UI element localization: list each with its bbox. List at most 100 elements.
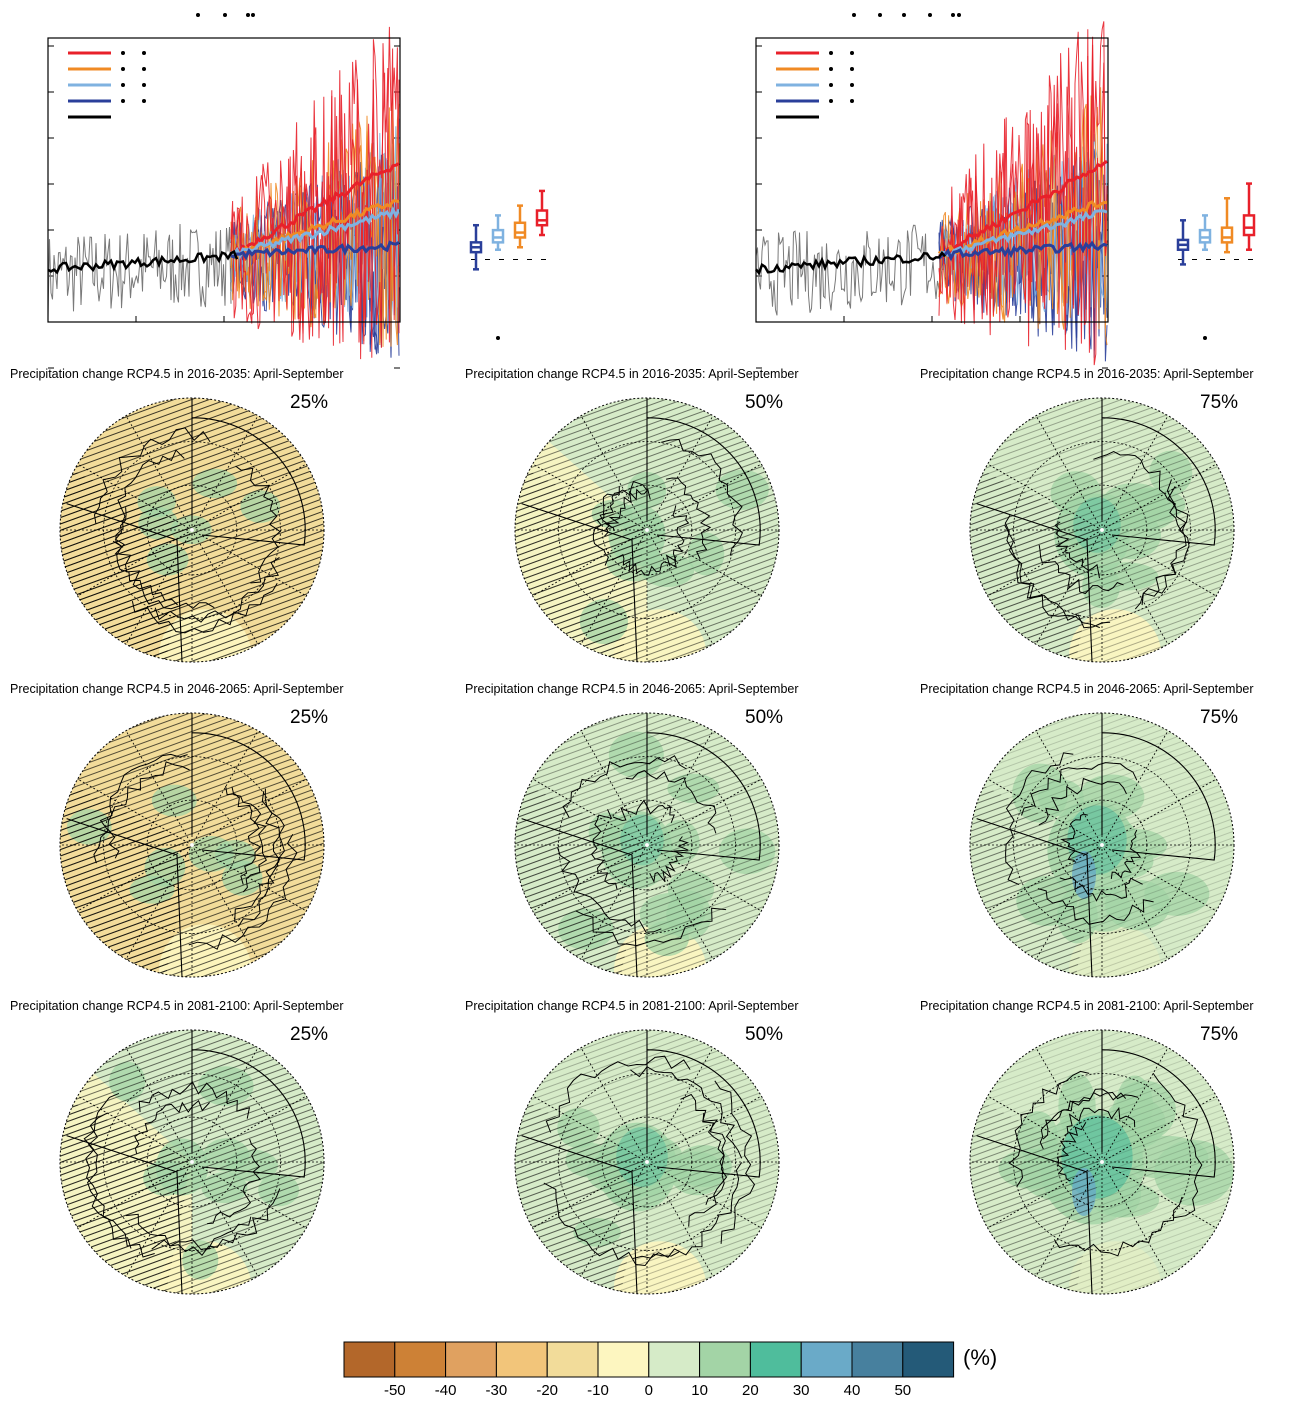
meridian-line (125, 1161, 193, 1277)
percentile-label: 75% (1200, 707, 1239, 728)
map-border (514, 712, 780, 978)
legend-marker (850, 67, 854, 71)
coastline (665, 505, 690, 567)
coastline (562, 755, 687, 818)
region-outline (66, 1030, 306, 1294)
coastline (225, 785, 262, 885)
region-outline (521, 713, 761, 977)
meridian-line (646, 844, 714, 960)
coastline (1110, 829, 1142, 879)
coastline (114, 507, 178, 606)
coastline (1038, 777, 1127, 826)
meridian-line (532, 463, 648, 531)
coastline (666, 477, 712, 560)
region-outline (521, 1030, 761, 1294)
polar-map (969, 1029, 1235, 1295)
north-pole-marker (1100, 843, 1104, 847)
meridian-line (1035, 844, 1103, 960)
map-title: Precipitation change RCP4.5 in 2046-2065… (10, 682, 344, 696)
meridian-line (1035, 1161, 1103, 1277)
meridian-line (77, 1161, 193, 1229)
coastline (625, 770, 717, 834)
meridian-line (191, 1047, 259, 1163)
boxplot-marker (496, 336, 500, 340)
historical-mean-line (755, 250, 946, 276)
historical-mean-line (47, 249, 239, 275)
meridian-line (77, 529, 193, 597)
plot-frame (755, 37, 1109, 323)
coastline (1008, 1070, 1090, 1187)
historical-ensemble-line (755, 224, 940, 316)
scenario-mean-line (937, 209, 1108, 259)
map-border (514, 397, 780, 663)
north-pole-marker (1100, 528, 1104, 532)
meridian-line (77, 844, 193, 912)
meridian-line (191, 463, 307, 531)
meridian-line (580, 1047, 648, 1163)
coastline (1059, 877, 1143, 902)
coastline (235, 465, 281, 584)
title-marker (196, 13, 200, 17)
coastline (93, 427, 211, 524)
meridian-line (191, 844, 259, 960)
coastline (231, 786, 267, 893)
region-outline (66, 398, 306, 662)
meridian-line (1035, 529, 1103, 645)
polar-map (969, 397, 1235, 663)
percentile-label: 25% (290, 1024, 329, 1045)
coastline (131, 583, 278, 634)
boxplot-box (535, 209, 549, 227)
meridian-line (580, 529, 648, 645)
percentile-label: 25% (290, 707, 329, 728)
meridian-line (191, 1095, 307, 1163)
coastline (1039, 1088, 1127, 1150)
meridian-line (987, 1161, 1103, 1229)
meridian-line (646, 1047, 714, 1163)
meridian-line (1101, 529, 1217, 597)
colorbar-swatch (749, 1341, 802, 1378)
map-border (969, 712, 1235, 978)
coastline (1141, 479, 1190, 606)
polar-map (969, 712, 1235, 978)
title-marker (223, 13, 227, 17)
map-border (514, 1029, 780, 1295)
meridian-line (1101, 1161, 1217, 1229)
coastline (1134, 486, 1187, 610)
boxplot-marker (1203, 336, 1207, 340)
colorbar-swatch (495, 1341, 548, 1378)
region-outline (976, 1030, 1216, 1294)
colorbar-tick-label: 40 (843, 1382, 861, 1399)
map-border (59, 1029, 325, 1295)
legend-marker (829, 51, 833, 55)
meridian-line (646, 730, 714, 846)
map-border (969, 397, 1235, 663)
meridian-line (77, 778, 193, 846)
meridian-line (1101, 1047, 1169, 1163)
meridian-line (646, 778, 762, 846)
legend-marker (121, 83, 125, 87)
meridian-line (1101, 463, 1217, 531)
coastline (1093, 450, 1182, 532)
scenario-ensemble-line (230, 26, 400, 360)
colorbar-swatch (445, 1341, 497, 1378)
colorbar-tick-label: -20 (536, 1382, 559, 1399)
meridian-line (1101, 1161, 1169, 1277)
meridian-line (580, 1161, 648, 1277)
colorbar-swatch (699, 1341, 751, 1378)
legend-marker (829, 67, 833, 71)
coastline (93, 753, 188, 864)
coastline (1037, 888, 1154, 925)
north-pole-marker (645, 843, 649, 847)
coastline (112, 540, 215, 610)
legend-marker (121, 99, 125, 103)
title-marker (246, 13, 250, 17)
coastline (125, 1213, 252, 1250)
coastline (1064, 1106, 1136, 1136)
colorbar-swatch (394, 1341, 447, 1378)
colorbar-tick-label: -10 (587, 1382, 609, 1399)
legend-marker (829, 83, 833, 87)
percentile-label: 50% (745, 1024, 784, 1045)
coastline (1152, 1072, 1203, 1219)
legend-marker (142, 99, 146, 103)
map-title: Precipitation change RCP4.5 in 2046-2065… (465, 682, 799, 696)
